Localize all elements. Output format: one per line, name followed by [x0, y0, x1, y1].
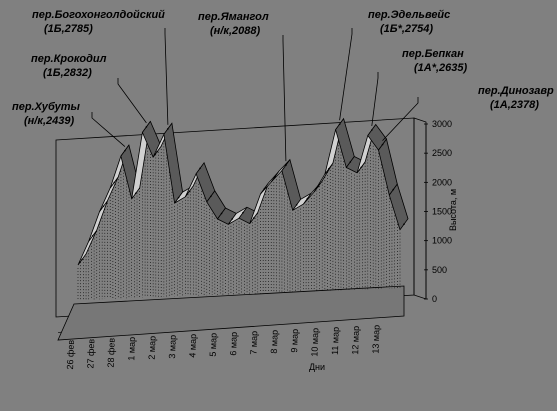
y-tick-label: 2000 [432, 177, 452, 187]
data-point [349, 161, 352, 163]
annotation-leaders [91, 28, 419, 162]
y-tick-label: 2500 [432, 148, 452, 158]
x-tick-label: 11 мар [330, 327, 341, 355]
annotation-name: пер.Ямангол [198, 11, 269, 23]
x-tick-label: 28 фев [106, 338, 117, 368]
x-tick-label: 4 мар [187, 334, 198, 358]
ribbon-segment [99, 176, 119, 212]
y-axis-label: Высота, м [448, 189, 458, 231]
data-point [392, 188, 395, 191]
data-point [199, 167, 201, 170]
data-point [338, 123, 341, 126]
x-tick-label: 1 мар [126, 337, 137, 361]
data-point [328, 167, 330, 170]
x-tick-label: 5 мар [208, 333, 219, 357]
annotation-name: пер.Бепкан [402, 48, 464, 60]
data-point [381, 143, 384, 146]
data-point [317, 185, 319, 188]
data-point [81, 258, 83, 261]
annotation-detail: (1Б,2785) [44, 23, 93, 35]
leader-line [91, 112, 126, 147]
x-tick-label: 10 мар [309, 328, 320, 357]
data-point [231, 218, 234, 220]
data-point [113, 181, 115, 184]
data-point [145, 126, 148, 128]
annotation-detail: (н/к,2439) [24, 115, 74, 127]
annotation-detail: (1А,2378) [490, 99, 539, 111]
data-point [274, 175, 277, 178]
x-tick-label: 26 фев [65, 340, 76, 370]
data-point [285, 164, 287, 166]
floor-plane [57, 285, 405, 341]
x-tick-label: 3 мар [167, 335, 178, 359]
leader-line [371, 72, 379, 127]
chart-floor [57, 285, 405, 341]
annotation-name: пер.Богохонголдойский [32, 9, 165, 21]
annotation-name: пер.Динозавр [478, 85, 554, 97]
data-point [360, 166, 362, 169]
data-point [306, 197, 309, 200]
annotation-detail: (н/к,2088) [210, 25, 260, 37]
x-tick-label: 6 мар [228, 332, 239, 356]
annotation-detail: (1Б,2832) [43, 67, 92, 79]
x-axis-ticks: 26 фев 27 фев 28 фев 1 мар 2 мар 3 мар 4 мар 5 … [65, 325, 382, 370]
leader-line [339, 28, 353, 121]
leader-line [382, 97, 419, 141]
side-wall [413, 117, 427, 300]
y-tick-label: 0 [432, 294, 437, 304]
x-tick-label: 8 мар [269, 330, 280, 354]
data-ribbon [77, 117, 409, 266]
annotation-name: пер.Крокодил [31, 53, 107, 65]
data-point [124, 149, 126, 152]
x-tick-label: 9 мар [289, 329, 300, 353]
x-tick-label: 12 мар [350, 326, 361, 355]
x-tick-label: 13 мар [371, 325, 382, 354]
x-axis-label: Дни [309, 362, 325, 372]
annotation-detail: (1А*,2635) [414, 62, 468, 74]
data-point [188, 190, 191, 193]
annotation-detail: (1Б*,2754) [380, 23, 433, 35]
data-point [177, 196, 180, 199]
y-tick-label: 1000 [432, 236, 452, 246]
data-point [134, 192, 137, 195]
x-tick-label: 2 мар [147, 336, 158, 360]
leader-line [117, 78, 147, 124]
y-axis-ticks: 0 500 1000 1500 2000 2500 3000 [424, 119, 452, 304]
y-tick-label: 500 [432, 265, 447, 275]
data-point [403, 223, 405, 225]
x-tick-label: 7 мар [248, 331, 259, 355]
ribbon-segment [388, 183, 409, 231]
data-point [295, 204, 298, 206]
y-tick-label: 1500 [432, 207, 452, 217]
data-point [167, 128, 169, 130]
data-point [210, 195, 212, 198]
y-tick-label: 3000 [432, 119, 452, 129]
data-point [102, 205, 105, 207]
x-tick-label: 27 фев [85, 339, 96, 369]
annotation-name: пер.Хубуты [12, 101, 80, 113]
data-point [263, 187, 266, 190]
drop-lines [77, 132, 401, 300]
data-point [371, 129, 373, 131]
annotations: пер.Хубуты (н/к,2439) пер.Крокодил (1Б,2832… [12, 9, 554, 127]
data-point [242, 211, 244, 214]
leader-line [282, 35, 287, 162]
data-point [252, 217, 255, 219]
data-point [156, 150, 158, 153]
leader-line [164, 28, 169, 125]
data-point [220, 212, 223, 215]
ribbon-segment [378, 138, 398, 197]
data-point [91, 234, 94, 237]
annotation-name: пер.Эдельвейс [368, 9, 450, 21]
